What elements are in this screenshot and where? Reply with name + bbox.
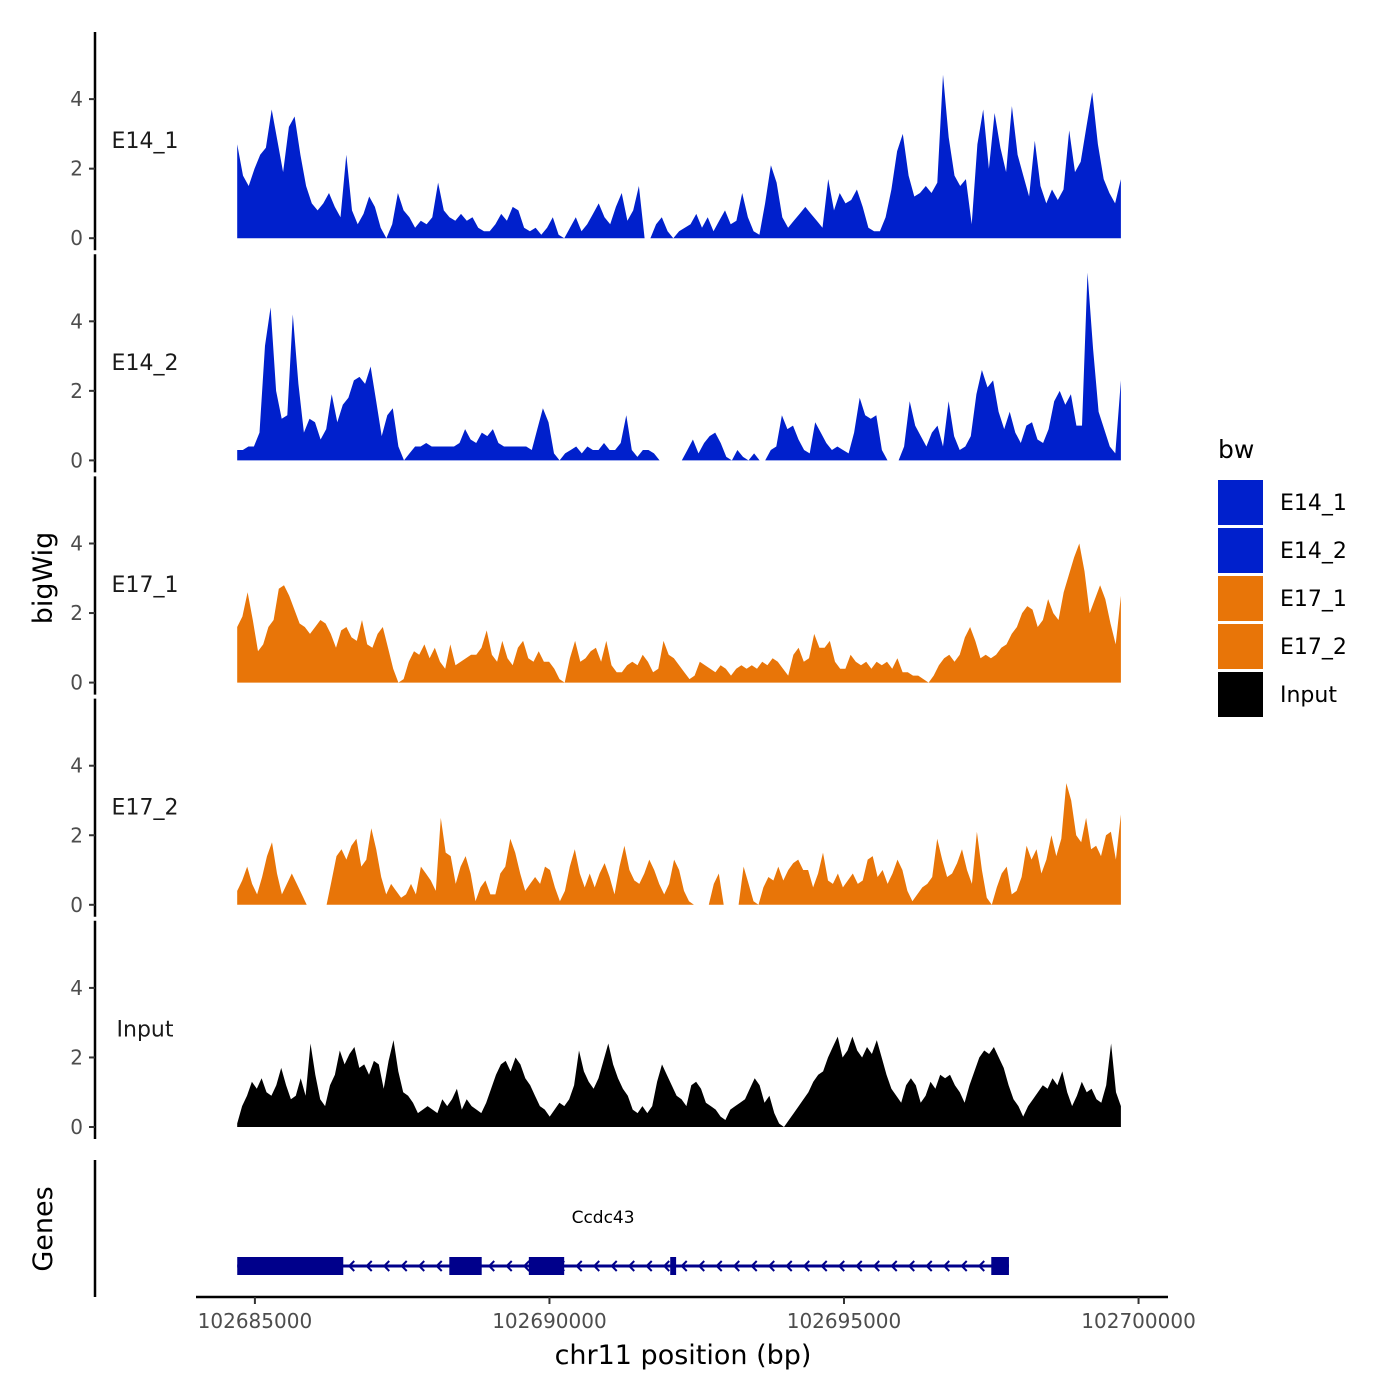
y-tick-label: 0	[70, 1115, 83, 1139]
strand-arrow	[977, 1260, 985, 1272]
legend-label-E17_1: E17_1	[1280, 587, 1347, 612]
tracks: 0 2 4 E14_1 0 2 4 E14_2 0 2 4 E17_1 0 2 4 E17_2 0 2 4 Input	[70, 32, 1121, 1139]
y-tick-label: 4	[70, 976, 83, 1000]
x-tick-label: 102685000	[198, 1309, 313, 1333]
strand-arrow	[820, 1260, 828, 1272]
legend-swatch-E17_1	[1218, 576, 1263, 621]
track-label: E14_2	[112, 351, 179, 376]
y-tick-label: 4	[70, 87, 83, 111]
y-tick-label: 4	[70, 309, 83, 333]
legend-swatch-E14_1	[1218, 480, 1263, 525]
x-tick-label: 102690000	[492, 1309, 607, 1333]
x-axis: 102685000 102690000 102695000 102700000	[196, 1295, 1196, 1333]
legend-swatch-Input	[1218, 672, 1263, 717]
x-tick-label: 102695000	[787, 1309, 902, 1333]
strand-arrow	[960, 1260, 968, 1272]
y-tick-label: 2	[70, 157, 83, 181]
strand-arrow	[627, 1260, 635, 1272]
track-label: Input	[117, 1018, 174, 1043]
y-tick-label: 2	[70, 823, 83, 847]
y-tick-label: 2	[70, 1045, 83, 1069]
strand-arrow	[715, 1260, 723, 1272]
area-E14_2	[237, 272, 1121, 461]
legend-title: bw	[1218, 435, 1254, 464]
strand-arrow	[662, 1260, 670, 1272]
legend-swatch-E14_2	[1218, 528, 1263, 573]
y-tick-label: 2	[70, 601, 83, 625]
strand-arrow	[732, 1260, 740, 1272]
strand-arrow	[435, 1260, 443, 1272]
y-tick-label: 4	[70, 532, 83, 556]
strand-arrow	[802, 1260, 810, 1272]
exon	[449, 1257, 482, 1275]
strand-arrow	[522, 1260, 530, 1272]
exon	[991, 1257, 1009, 1275]
area-E17_1	[237, 543, 1121, 683]
exon	[237, 1257, 344, 1275]
y-tick-label: 0	[70, 448, 83, 472]
strand-arrow	[872, 1260, 880, 1272]
genes-axis-title: Genes	[28, 1186, 59, 1271]
legend-swatch-E17_2	[1218, 624, 1263, 669]
legend: bw E14_1 E14_2 E17_1 E17_2 Input	[1218, 435, 1347, 717]
area-E14_1	[237, 74, 1121, 239]
x-axis-title: chr11 position (bp)	[555, 1340, 812, 1371]
strand-arrow	[942, 1260, 950, 1272]
y-tick-label: 0	[70, 671, 83, 695]
track-label: E14_1	[112, 129, 179, 154]
strand-arrow	[365, 1260, 373, 1272]
exon	[528, 1257, 565, 1275]
strand-arrow	[855, 1260, 863, 1272]
strand-arrow	[697, 1260, 705, 1272]
strand-arrow	[767, 1260, 775, 1272]
strand-arrow	[645, 1260, 653, 1272]
strand-arrow	[487, 1260, 495, 1272]
track-E14_1: 0 2 4 E14_1	[70, 32, 1121, 251]
y-tick-label: 0	[70, 893, 83, 917]
legend-label-E14_1: E14_1	[1280, 491, 1347, 516]
track-E14_2: 0 2 4 E14_2	[70, 254, 1121, 473]
track-E17_1: 0 2 4 E17_1	[70, 476, 1121, 695]
exon	[670, 1257, 677, 1275]
area-Input	[237, 1036, 1121, 1127]
y-tick-label: 4	[70, 754, 83, 778]
area-E17_2	[237, 783, 1121, 905]
strand-arrow	[592, 1260, 600, 1272]
strand-arrow	[907, 1260, 915, 1272]
strand-arrow	[610, 1260, 618, 1272]
track-Input: 0 2 4 Input	[70, 920, 1121, 1139]
legend-label-E17_2: E17_2	[1280, 635, 1347, 660]
strand-arrow	[347, 1260, 355, 1272]
strand-arrow	[680, 1260, 688, 1272]
strand-arrow	[382, 1260, 390, 1272]
strand-arrow	[505, 1260, 513, 1272]
y-axis-title: bigWig	[28, 532, 59, 625]
x-tick-label: 102700000	[1081, 1309, 1196, 1333]
y-tick-label: 2	[70, 379, 83, 403]
track-E17_2: 0 2 4 E17_2	[70, 698, 1121, 917]
track-label: E17_1	[112, 573, 179, 598]
strand-arrow	[890, 1260, 898, 1272]
strand-arrow	[417, 1260, 425, 1272]
strand-arrow	[925, 1260, 933, 1272]
gene-label: Ccdc43	[572, 1208, 635, 1228]
gene-panel: Ccdc43	[93, 1160, 1009, 1297]
legend-label-E14_2: E14_2	[1280, 539, 1347, 564]
strand-arrow	[750, 1260, 758, 1272]
track-label: E17_2	[112, 795, 179, 820]
y-tick-label: 0	[70, 226, 83, 250]
strand-arrow	[400, 1260, 408, 1272]
strand-arrow	[785, 1260, 793, 1272]
strand-arrow	[575, 1260, 583, 1272]
legend-label-Input: Input	[1280, 683, 1337, 708]
strand-arrow	[837, 1260, 845, 1272]
